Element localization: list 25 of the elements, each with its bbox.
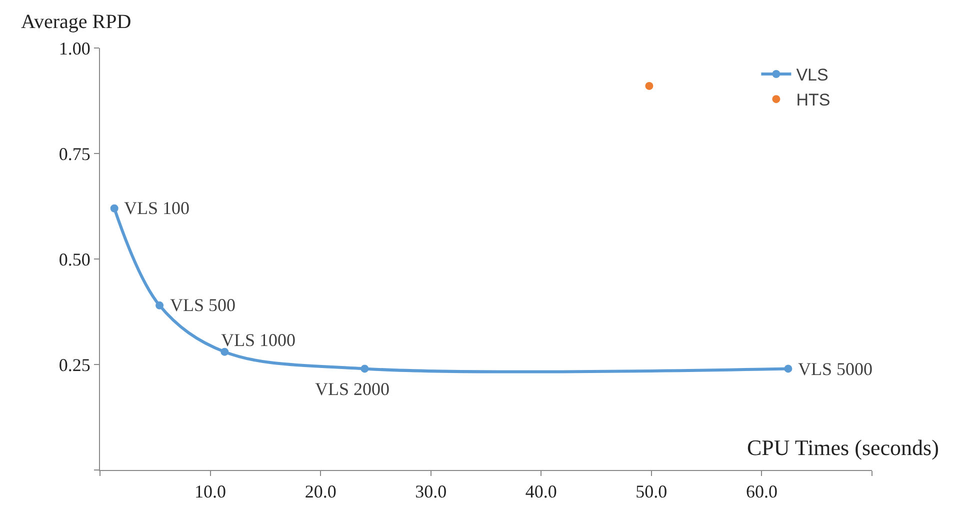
annotation: VLS 5000 <box>798 359 873 379</box>
y-tick-label: 1.00 <box>58 38 90 58</box>
x-tick-label: 50.0 <box>636 482 668 502</box>
x-tick-label: 60.0 <box>746 482 778 502</box>
legend-label: HTS <box>796 90 830 110</box>
annotation: VLS 1000 <box>221 330 296 350</box>
point <box>220 348 229 356</box>
point <box>360 364 369 373</box>
y-tick-label: 0.25 <box>58 354 90 375</box>
legend-label: VLS <box>796 66 828 85</box>
y-tick-label: 0.75 <box>58 144 90 164</box>
annotation: VLS 100 <box>124 198 190 218</box>
x-tick-label: 20.0 <box>304 482 336 502</box>
y-tick-label: 0.50 <box>58 249 90 270</box>
x-axis-title: CPU Times (seconds) <box>747 435 939 460</box>
annotation: VLS 500 <box>170 295 236 315</box>
point <box>110 204 118 212</box>
x-tick-label: 30.0 <box>415 482 447 502</box>
y-axis-title: Average RPD <box>21 11 132 33</box>
annotation: VLS 2000 <box>315 379 390 399</box>
point <box>784 364 792 373</box>
point <box>645 82 654 90</box>
x-tick-label: 10.0 <box>194 482 226 502</box>
x-tick-label: 40.0 <box>525 482 557 502</box>
point <box>156 301 164 310</box>
